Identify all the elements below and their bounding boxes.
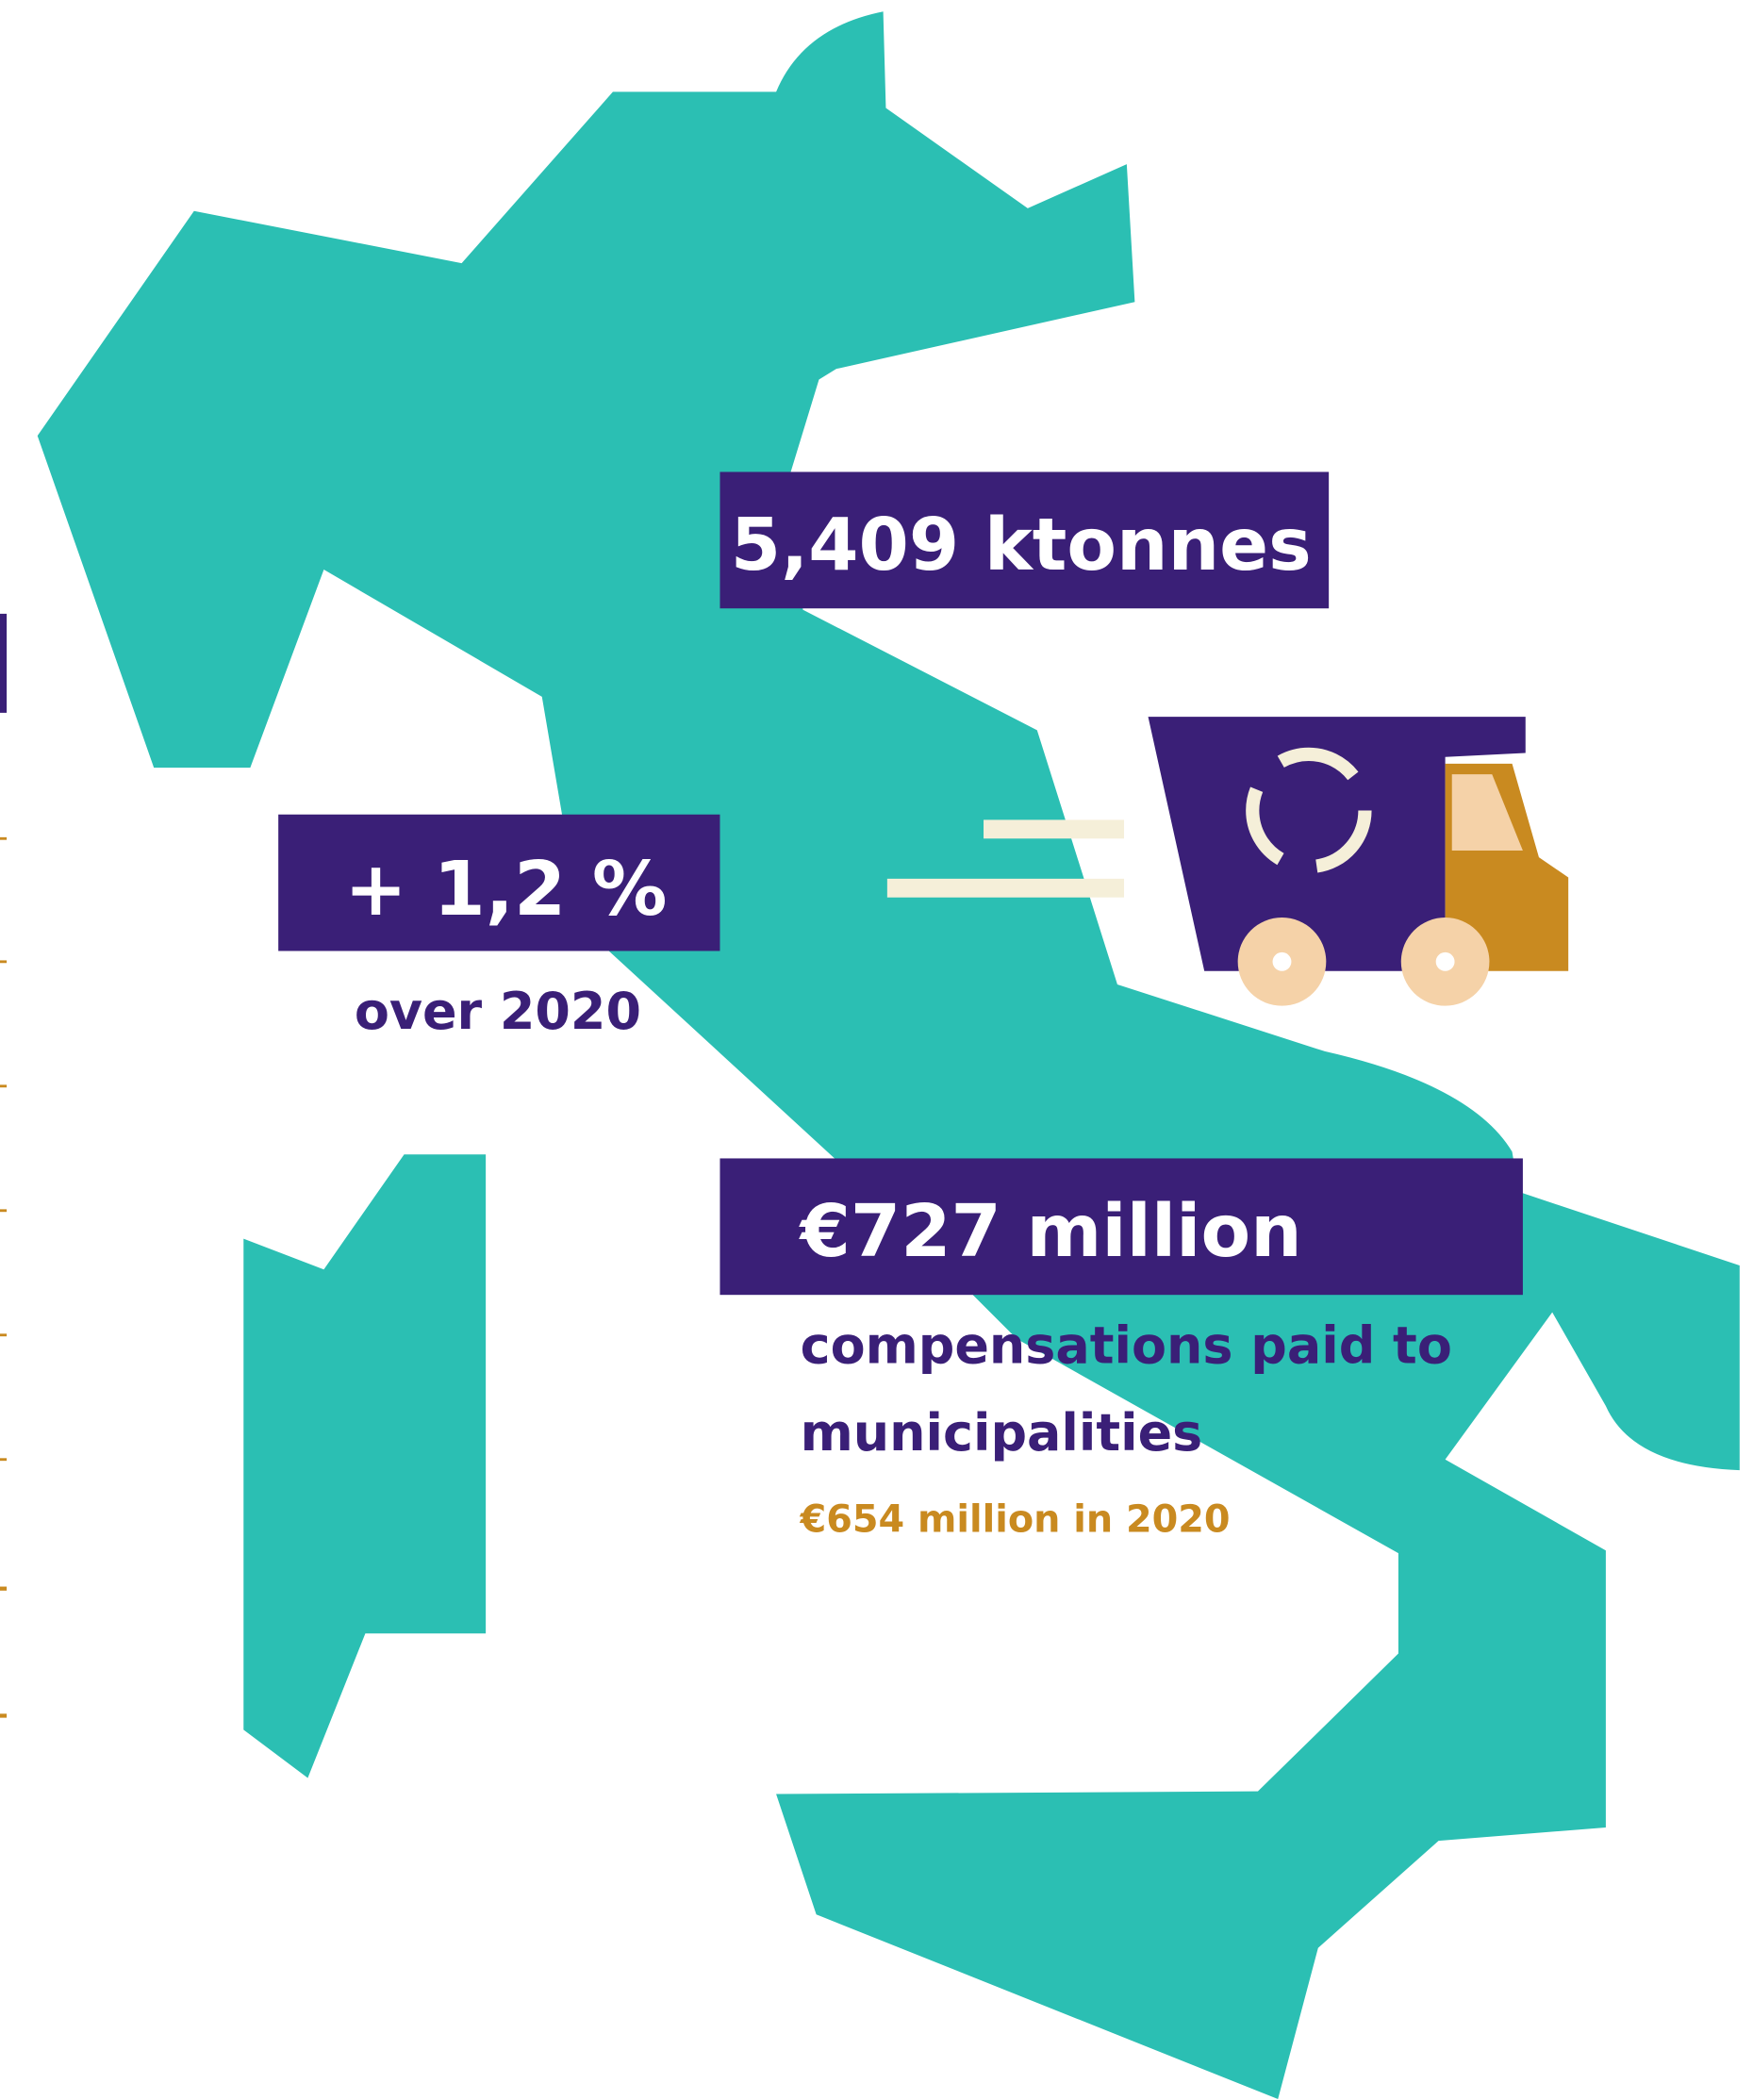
compensation-caption: municipalities	[801, 1403, 1203, 1463]
compensation-previous: €654 million in 2020	[800, 1497, 1231, 1541]
growth-caption: over 2020	[355, 982, 641, 1041]
growth-value: + 1,2 %	[344, 845, 667, 933]
growth-box	[278, 814, 720, 951]
truck-icon	[886, 717, 1569, 1006]
map-mainland	[37, 11, 1740, 2100]
tonnage-box	[719, 471, 1330, 609]
tonnage: 5,409 ktonnes	[731, 504, 1312, 587]
compensation-caption: compensations paid to	[801, 1316, 1452, 1376]
edge-bar	[0, 613, 8, 713]
edge-ticks	[0, 836, 8, 1718]
map-sardinia	[243, 1154, 487, 1778]
compensation-box	[719, 1158, 1523, 1296]
compensation-value: €727 million	[799, 1190, 1302, 1274]
